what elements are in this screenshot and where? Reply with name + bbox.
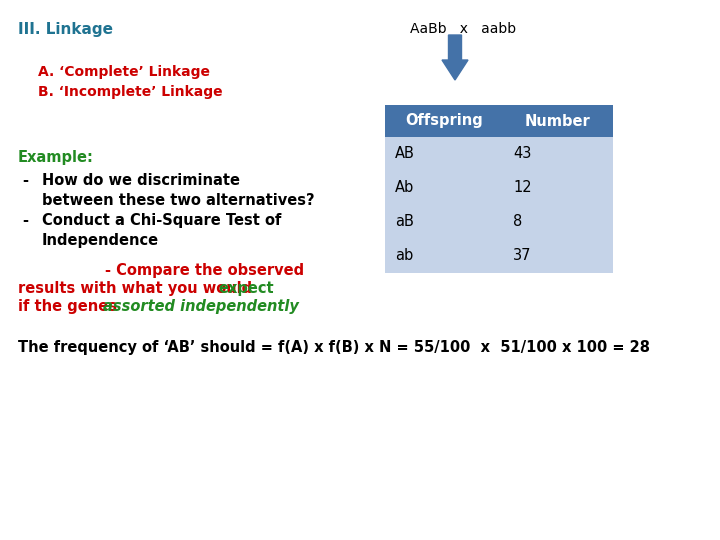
Text: between these two alternatives?: between these two alternatives? bbox=[42, 193, 315, 208]
Text: The frequency of ‘AB’ should = f(A) x f(B) x N = 55/100  x  51/100 x 100 = 28: The frequency of ‘AB’ should = f(A) x f(… bbox=[18, 340, 650, 355]
Text: 37: 37 bbox=[513, 248, 531, 264]
Text: 43: 43 bbox=[513, 146, 531, 161]
Text: assorted independently: assorted independently bbox=[103, 299, 299, 314]
Text: Ab: Ab bbox=[395, 180, 414, 195]
Bar bbox=[503, 105, 613, 137]
Text: Example:: Example: bbox=[18, 150, 94, 165]
Text: results with what you would: results with what you would bbox=[18, 281, 257, 296]
Text: -: - bbox=[22, 173, 28, 188]
Bar bbox=[503, 205, 613, 239]
Text: Conduct a Chi-Square Test of: Conduct a Chi-Square Test of bbox=[42, 213, 282, 228]
Bar bbox=[385, 205, 503, 239]
Text: aB: aB bbox=[395, 214, 414, 230]
Text: expect: expect bbox=[218, 281, 274, 296]
Text: - Compare the observed: - Compare the observed bbox=[105, 263, 304, 278]
Bar bbox=[503, 137, 613, 171]
Text: if the genes: if the genes bbox=[18, 299, 122, 314]
Bar bbox=[385, 137, 503, 171]
Text: A. ‘Complete’ Linkage: A. ‘Complete’ Linkage bbox=[38, 65, 210, 79]
Bar bbox=[503, 239, 613, 273]
Text: 8: 8 bbox=[513, 214, 522, 230]
Text: ab: ab bbox=[395, 248, 413, 264]
Text: III. Linkage: III. Linkage bbox=[18, 22, 113, 37]
Bar bbox=[385, 171, 503, 205]
Text: AaBb   x   aabb: AaBb x aabb bbox=[410, 22, 516, 36]
Text: AB: AB bbox=[395, 146, 415, 161]
Text: B. ‘Incomplete’ Linkage: B. ‘Incomplete’ Linkage bbox=[38, 85, 222, 99]
Text: How do we discriminate: How do we discriminate bbox=[42, 173, 240, 188]
Bar bbox=[385, 239, 503, 273]
Text: 12: 12 bbox=[513, 180, 531, 195]
FancyArrow shape bbox=[442, 35, 468, 80]
Text: -: - bbox=[22, 213, 28, 228]
Bar bbox=[385, 105, 503, 137]
Text: Independence: Independence bbox=[42, 233, 159, 248]
Text: Number: Number bbox=[525, 113, 591, 129]
Text: Offspring: Offspring bbox=[405, 113, 483, 129]
Bar bbox=[503, 171, 613, 205]
